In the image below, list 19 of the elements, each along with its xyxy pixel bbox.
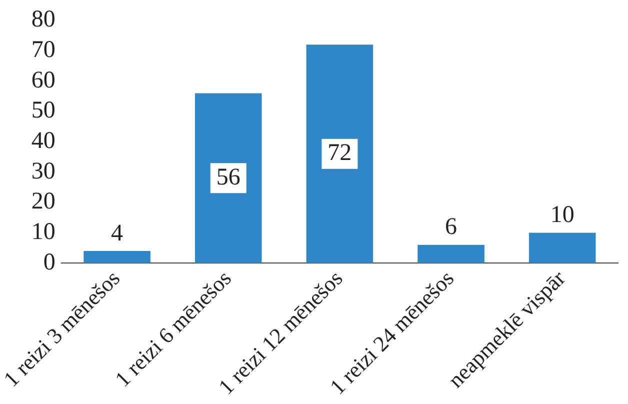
bar: [528, 232, 596, 264]
data-label: 10: [550, 202, 574, 228]
y-tick-label: 10: [31, 219, 56, 246]
bar: [306, 44, 374, 264]
data-label: 56: [216, 164, 240, 190]
y-tick-label: 30: [31, 158, 56, 184]
y-tick-label: 50: [31, 98, 56, 124]
y-tick-label: 40: [31, 128, 56, 154]
data-label: 72: [328, 140, 352, 166]
data-label: 4: [111, 220, 124, 246]
bar: [418, 244, 484, 264]
data-label: 6: [445, 214, 458, 240]
bar: [194, 93, 262, 264]
y-tick-label: 80: [31, 6, 56, 33]
y-tick-label: 0: [43, 249, 56, 276]
bar: [84, 250, 150, 264]
y-tick-label: 60: [31, 67, 56, 94]
y-tick-label: 70: [31, 37, 56, 64]
y-tick-label: 20: [31, 188, 56, 215]
